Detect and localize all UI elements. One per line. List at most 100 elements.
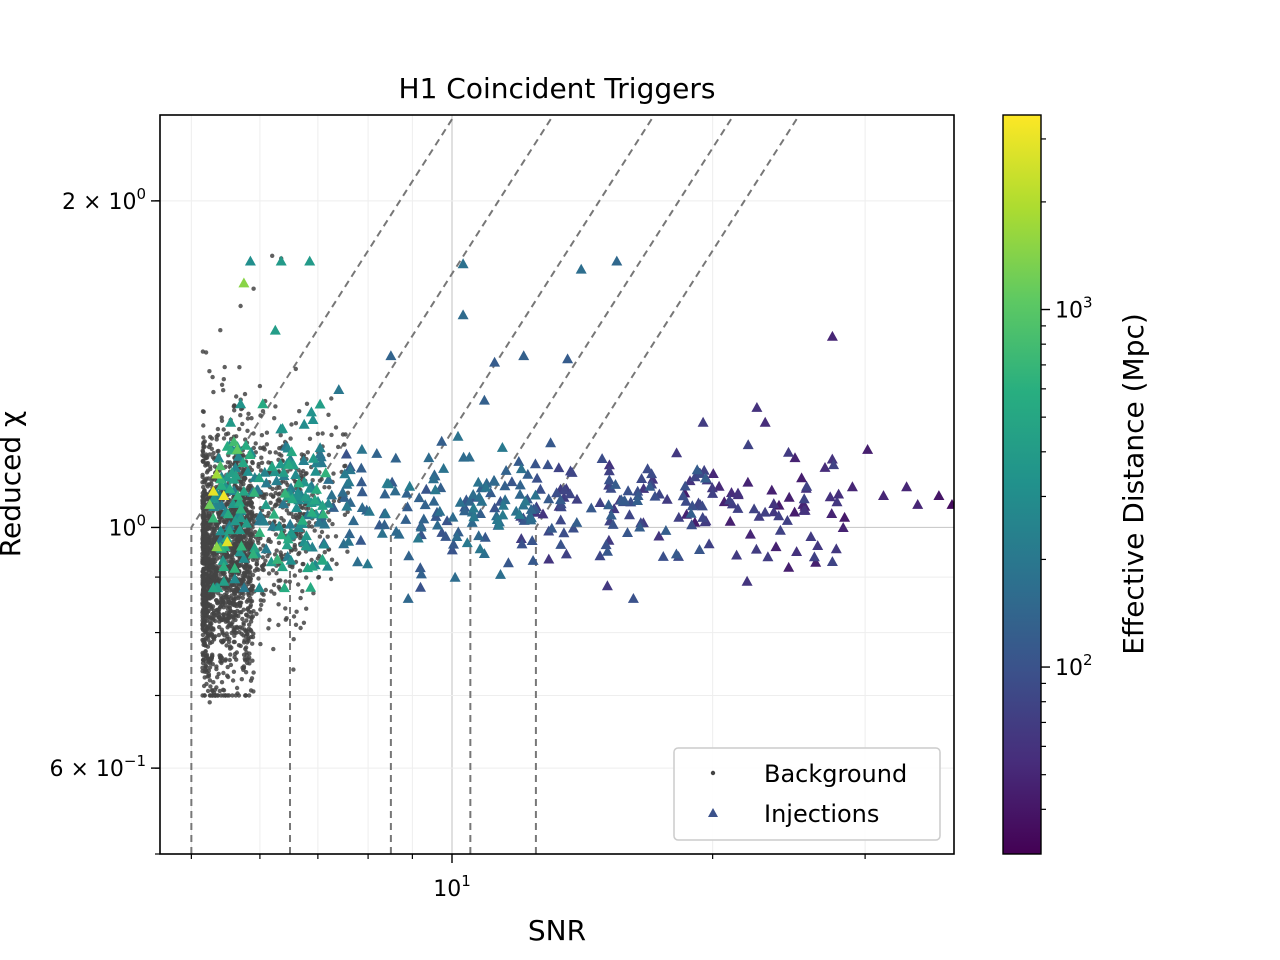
- background-point: [345, 509, 350, 515]
- injection-point: [489, 356, 501, 367]
- injection-point: [339, 468, 351, 479]
- legend-marker-background: [710, 770, 716, 776]
- background-point: [243, 693, 248, 698]
- background-point: [227, 610, 232, 615]
- injection-point: [697, 512, 709, 522]
- background-point: [201, 570, 206, 575]
- injection-point: [215, 525, 227, 536]
- injection-point: [878, 490, 889, 500]
- background-point: [315, 431, 321, 436]
- injection-point: [278, 498, 289, 509]
- background-point: [224, 643, 229, 648]
- background-point: [207, 665, 213, 670]
- background-point: [250, 634, 256, 640]
- background-point: [212, 693, 218, 698]
- background-point: [205, 551, 210, 556]
- injection-point: [389, 485, 401, 496]
- background-point: [223, 657, 228, 662]
- injection-point: [235, 540, 247, 551]
- background-point: [277, 491, 282, 496]
- injection-point: [228, 436, 240, 446]
- background-point: [276, 584, 281, 590]
- background-point: [276, 602, 281, 607]
- injection-point: [418, 513, 430, 524]
- injection-point: [946, 499, 954, 509]
- injection-point: [472, 476, 484, 487]
- background-point: [212, 571, 218, 577]
- background-point: [201, 573, 207, 578]
- injection-point: [513, 456, 525, 466]
- background-point: [227, 646, 233, 651]
- background-point: [219, 617, 224, 623]
- background-point: [256, 540, 261, 546]
- background-point: [224, 636, 230, 642]
- background-point: [252, 513, 257, 519]
- background-point: [200, 458, 205, 464]
- injection-point: [352, 556, 364, 567]
- injection-point: [750, 543, 762, 554]
- background-point: [201, 512, 206, 517]
- injection-point: [235, 503, 247, 514]
- background-point: [292, 542, 297, 548]
- injection-point: [558, 484, 570, 495]
- background-point: [251, 609, 256, 614]
- injection-point: [603, 459, 615, 470]
- injection-point: [826, 453, 838, 464]
- background-point: [245, 416, 251, 421]
- injection-point: [783, 446, 794, 457]
- injection-point: [390, 452, 402, 463]
- injection-point: [826, 330, 838, 341]
- background-point: [247, 609, 252, 614]
- background-point: [249, 676, 255, 681]
- background-point: [241, 497, 246, 503]
- background-point: [219, 655, 225, 661]
- injection-point: [403, 550, 415, 561]
- injection-point: [285, 482, 297, 493]
- injection-point: [253, 472, 265, 483]
- chart-title: H1 Coincident Triggers: [399, 72, 716, 105]
- injection-point: [311, 483, 322, 494]
- background-point: [237, 365, 242, 370]
- background-point: [209, 571, 214, 576]
- background-point: [207, 369, 212, 374]
- background-point: [258, 641, 263, 647]
- background-point: [336, 444, 341, 450]
- background-point: [245, 606, 251, 611]
- injection-point: [340, 448, 352, 459]
- background-point: [211, 611, 216, 616]
- background-point: [242, 391, 248, 397]
- background-point: [207, 452, 212, 457]
- injection-point: [862, 444, 874, 454]
- legend-box: [673, 747, 941, 841]
- injection-point: [770, 541, 782, 552]
- background-point: [252, 529, 258, 535]
- background-point: [306, 524, 311, 529]
- injection-point: [766, 484, 778, 495]
- background-point: [326, 452, 332, 458]
- background-point: [298, 595, 303, 601]
- injection-point: [522, 468, 534, 479]
- background-point: [224, 502, 229, 507]
- background-point: [213, 568, 218, 573]
- background-point: [342, 442, 347, 447]
- background-point: [210, 374, 215, 380]
- background-point: [231, 589, 237, 595]
- background-point: [234, 630, 239, 635]
- background-point: [340, 432, 346, 437]
- background-point: [221, 688, 227, 693]
- injection-point: [379, 519, 390, 530]
- injection-point: [356, 476, 367, 487]
- injection-point: [314, 442, 326, 453]
- injection-point: [268, 508, 280, 519]
- plot-area-frame: [159, 114, 955, 855]
- legend-label-background: Background: [764, 760, 907, 788]
- injection-point: [781, 515, 793, 525]
- background-point: [201, 652, 206, 657]
- background-point: [210, 652, 215, 657]
- background-point: [203, 582, 208, 588]
- background-point: [300, 505, 305, 510]
- background-point: [200, 621, 205, 627]
- background-point: [256, 464, 261, 469]
- injection-point: [689, 471, 701, 482]
- background-point: [342, 512, 348, 517]
